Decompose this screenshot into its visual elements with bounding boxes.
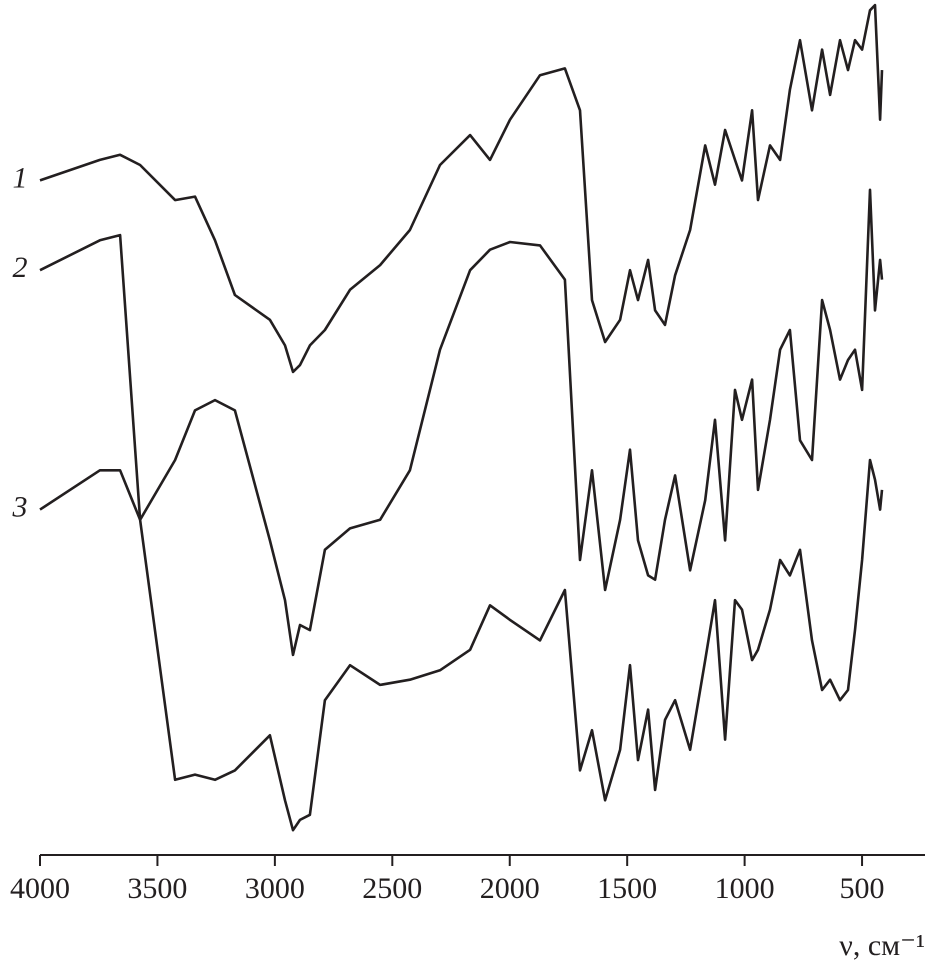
spectrum-line [39,188,884,657]
series-label: 3 [12,490,28,523]
spectrum-line [39,458,884,832]
x-tick-label: 3500 [127,872,187,905]
spectrum-line [39,3,884,374]
x-tick-label: 2500 [362,872,422,905]
x-axis-label: ν, см⁻¹ [839,929,925,962]
x-tick-label: 1500 [597,872,657,905]
x-tick-label: 4000 [10,872,70,905]
x-tick-label: 2000 [480,872,540,905]
x-tick-label: 500 [840,872,885,905]
x-tick-label: 3000 [245,872,305,905]
x-tick-label: 1000 [715,872,775,905]
series-label: 1 [13,161,28,194]
series-label: 2 [13,251,28,284]
